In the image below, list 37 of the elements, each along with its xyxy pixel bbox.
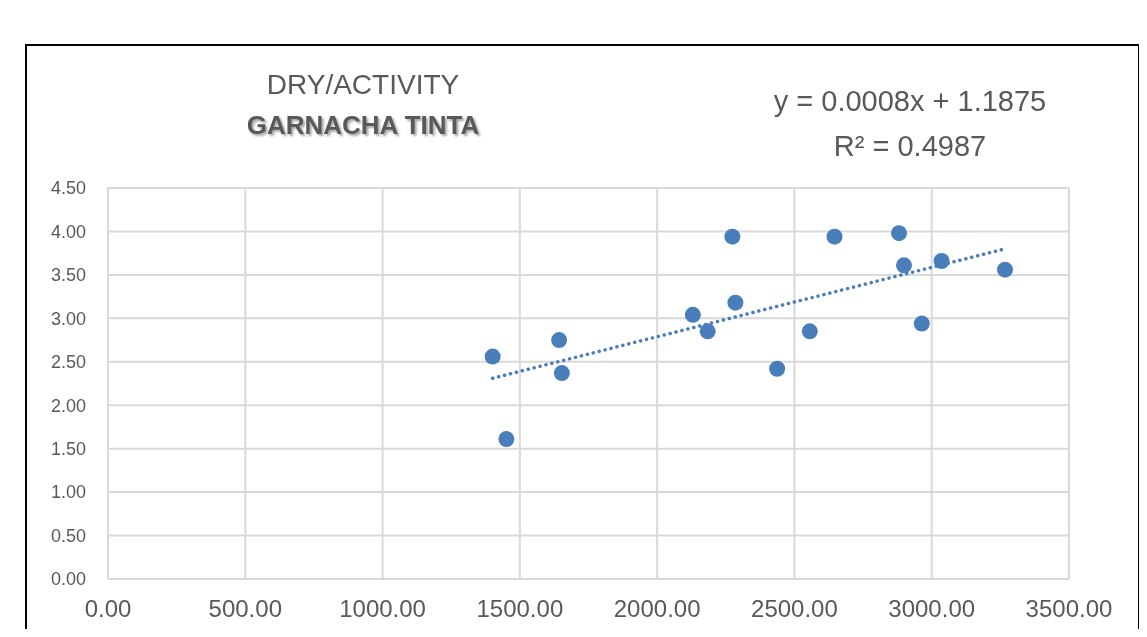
x-tick-label: 1500.00 — [476, 595, 564, 622]
y-tick-label: 1.00 — [50, 482, 86, 503]
x-tick-label: 2500.00 — [751, 595, 838, 622]
y-tick-label: 3.00 — [50, 308, 86, 329]
point — [913, 315, 930, 332]
y-tick-label: 4.00 — [50, 221, 86, 242]
point — [484, 348, 501, 365]
x-tick-label: 500.00 — [208, 595, 282, 622]
point — [891, 225, 908, 242]
point — [997, 261, 1014, 278]
y-tick-label: 2.00 — [50, 395, 86, 416]
y-tick-label: 0.00 — [50, 569, 86, 590]
chart-subtitle: GARNACHA TINTA — [246, 110, 480, 140]
y-tick-label: 2.50 — [50, 352, 86, 373]
point — [699, 323, 716, 340]
point — [498, 431, 515, 448]
y-tick-label: 4.50 — [50, 178, 86, 199]
point — [684, 306, 701, 323]
y-tick-label: 3.50 — [50, 265, 86, 286]
x-tick-label: 0.00 — [84, 595, 132, 622]
point — [727, 294, 744, 311]
y-tick-label: 0.50 — [50, 525, 86, 546]
y-tick-label: 1.50 — [50, 438, 86, 459]
chart-title: DRY/ACTIVITY — [266, 69, 460, 100]
point — [801, 323, 818, 340]
point — [826, 228, 843, 245]
x-tick-label: 2000.00 — [613, 595, 701, 622]
x-tick-label: 3500.00 — [1025, 595, 1113, 622]
point — [769, 360, 786, 377]
x-tick-label: 1000.00 — [339, 595, 426, 622]
point — [895, 257, 912, 274]
text: R² = 0.4987 — [833, 130, 987, 162]
point — [551, 332, 568, 349]
point — [553, 365, 570, 382]
text: y = 0.0008x + 1.1875 — [773, 85, 1047, 117]
point — [724, 228, 741, 245]
x-tick-label: 3000.00 — [888, 595, 976, 622]
